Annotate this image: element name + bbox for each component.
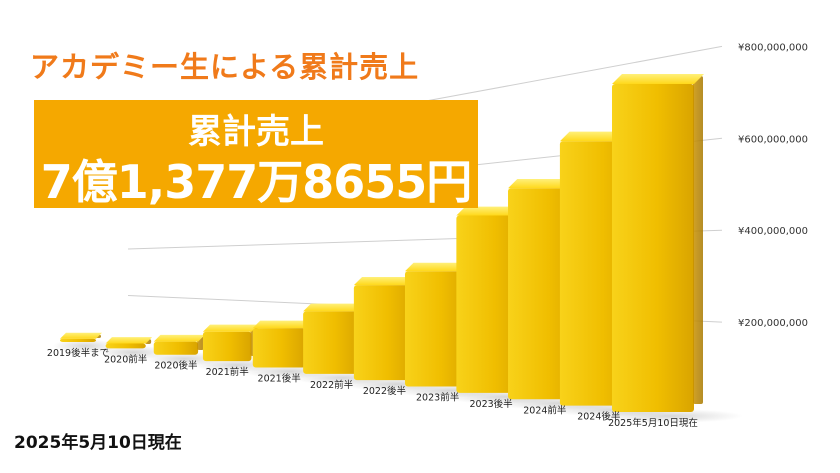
- bar-top: [303, 303, 368, 312]
- bar: [303, 311, 361, 374]
- y-axis-ticks: ¥200,000,000 ¥400,000,000 ¥600,000,000 ¥800…: [738, 42, 808, 329]
- bar-shadows: [52, 339, 744, 423]
- bar-top: [202, 324, 259, 332]
- as-of-date: 2025年5月10日現在: [14, 433, 182, 453]
- bar-top: [153, 334, 205, 342]
- bar-top: [612, 74, 704, 84]
- bar: [612, 84, 694, 412]
- category-label: 2023前半: [416, 392, 459, 404]
- category-label: 2021前半: [206, 366, 249, 378]
- bar: [404, 271, 471, 387]
- y-tick-label: ¥400,000,000: [738, 226, 808, 237]
- bar: [252, 328, 306, 368]
- total-sales-banner: 累計売上 7億1,377万8655円: [34, 100, 478, 209]
- bar: [202, 331, 252, 362]
- y-tick-label: ¥200,000,000: [738, 318, 808, 329]
- category-label: 2023後半: [470, 398, 513, 410]
- bar-top: [60, 332, 102, 339]
- category-label: 2024前半: [523, 404, 566, 416]
- category-label: 2022前半: [310, 379, 353, 391]
- category-label: 2024後半: [577, 411, 620, 423]
- banner-label: 累計売上: [188, 112, 324, 152]
- y-tick-label: ¥600,000,000: [738, 134, 808, 145]
- bar-top: [105, 337, 153, 344]
- category-label: 2025年5月10日現在: [608, 417, 698, 429]
- category-label: 2020前半: [104, 353, 147, 365]
- bar: [353, 285, 415, 381]
- bar-side: [693, 76, 703, 404]
- y-tick-label: ¥800,000,000: [738, 42, 808, 53]
- category-label: 2021後半: [258, 372, 301, 384]
- banner-total-value: 7億1,377万8655円: [40, 155, 473, 209]
- category-label: 2019後半まで: [47, 347, 109, 359]
- bars: [60, 74, 704, 412]
- bar: [105, 343, 146, 349]
- bar-top: [252, 320, 313, 329]
- chart-title: アカデミー生による累計売上: [30, 50, 420, 84]
- bar-shadow: [595, 409, 744, 423]
- bar: [153, 341, 199, 355]
- bar: [60, 338, 96, 342]
- category-label: 2022後半: [363, 385, 406, 397]
- category-label: 2020後半: [154, 360, 197, 372]
